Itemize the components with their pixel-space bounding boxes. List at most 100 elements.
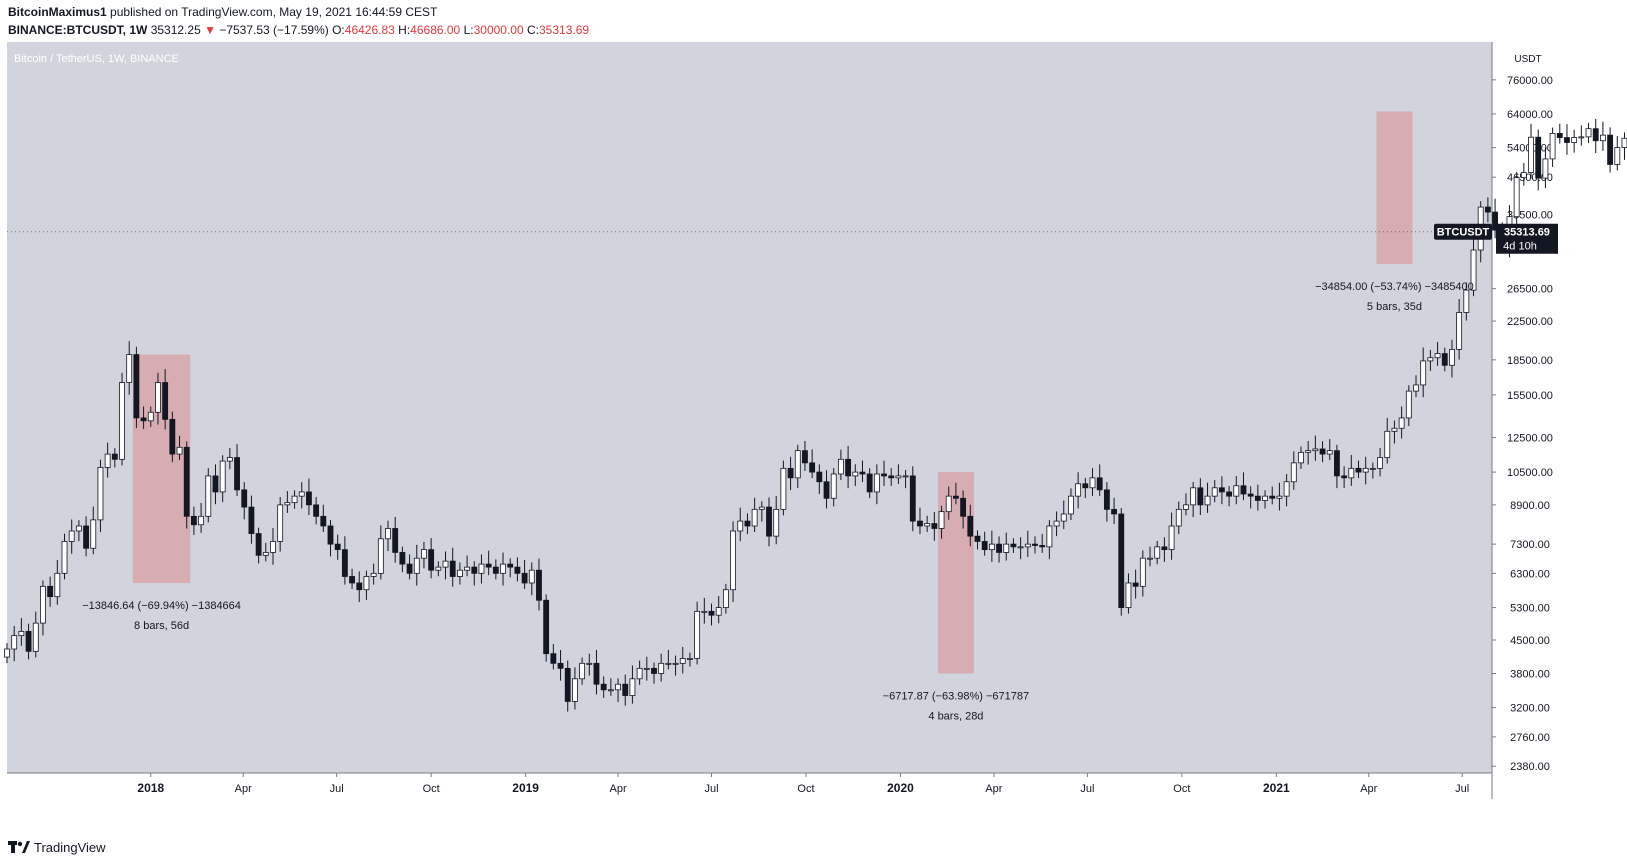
candle-body[interactable] [945, 495, 952, 513]
candle-body[interactable] [917, 520, 923, 527]
candle-body[interactable] [255, 533, 262, 556]
candle-body[interactable] [385, 528, 391, 540]
candle-body[interactable] [1161, 546, 1168, 551]
candle-body[interactable] [1197, 487, 1204, 506]
candle-body[interactable] [1326, 450, 1333, 455]
candle-body[interactable] [1470, 249, 1477, 291]
candle-body[interactable] [1003, 543, 1010, 553]
candle-body[interactable] [40, 585, 46, 624]
candle-body[interactable] [169, 418, 176, 455]
candle-body[interactable] [600, 683, 607, 691]
candle-body[interactable] [406, 563, 413, 574]
candle-body[interactable] [514, 566, 521, 574]
drawdown-range-box[interactable] [132, 354, 191, 583]
candle-body[interactable] [1463, 289, 1470, 313]
candle-body[interactable] [837, 458, 844, 475]
candle-body[interactable] [751, 508, 758, 527]
candle-body[interactable] [1053, 520, 1060, 527]
candle-body[interactable] [32, 622, 39, 652]
candle-body[interactable] [636, 667, 643, 680]
candle-body[interactable] [421, 549, 427, 559]
candle-body[interactable] [104, 453, 111, 468]
candle-body[interactable] [1305, 450, 1312, 453]
candle-body[interactable] [68, 530, 75, 542]
candle-body[interactable] [119, 382, 125, 460]
candle-body[interactable] [327, 525, 334, 545]
candle-body[interactable] [1254, 495, 1261, 501]
candle-body[interactable] [334, 543, 341, 551]
candle-body[interactable] [1341, 475, 1348, 479]
candle-body[interactable] [313, 504, 320, 517]
candle-body[interactable] [1348, 467, 1355, 479]
candle-body[interactable] [1384, 430, 1391, 458]
candle-body[interactable] [1290, 462, 1297, 483]
candle-body[interactable] [794, 450, 801, 479]
candle-body[interactable] [651, 667, 657, 674]
candle-body[interactable] [607, 689, 614, 692]
candle-body[interactable] [586, 662, 593, 665]
candle-body[interactable] [1592, 128, 1599, 142]
candle-body[interactable] [212, 475, 219, 493]
candle-body[interactable] [1269, 495, 1276, 499]
candle-body[interactable] [895, 475, 902, 479]
candle-body[interactable] [687, 658, 693, 660]
candle-body[interactable] [643, 667, 650, 670]
candle-body[interactable] [1204, 495, 1211, 506]
candle-body[interactable] [1355, 467, 1362, 473]
candle-body[interactable] [284, 502, 291, 506]
candle-body[interactable] [507, 563, 514, 568]
candle-body[interactable] [1607, 134, 1614, 165]
candle-body[interactable] [492, 566, 499, 574]
candle-body[interactable] [859, 471, 866, 475]
candle-body[interactable] [701, 610, 708, 613]
candle-body[interactable] [1283, 481, 1290, 497]
candle-body[interactable] [1125, 582, 1132, 608]
candle-body[interactable] [435, 566, 442, 571]
candle-body[interactable] [1614, 147, 1621, 165]
drawdown-range-box[interactable] [937, 472, 974, 674]
candle-body[interactable] [758, 506, 765, 510]
candle-body[interactable] [1276, 495, 1283, 499]
candle-body[interactable] [866, 473, 873, 493]
candle-body[interactable] [1118, 513, 1125, 608]
candle-body[interactable] [593, 662, 600, 685]
candle-body[interactable] [11, 635, 18, 650]
candle-body[interactable] [449, 560, 456, 577]
candle-body[interactable] [320, 515, 327, 527]
candle-body[interactable] [1183, 504, 1189, 510]
candle-body[interactable] [1556, 133, 1563, 138]
candle-body[interactable] [111, 453, 118, 460]
candle-body[interactable] [550, 653, 557, 664]
candle-body[interactable] [75, 525, 82, 532]
candle-body[interactable] [392, 528, 399, 553]
candle-body[interactable] [1111, 508, 1117, 515]
candle-body[interactable] [234, 457, 240, 491]
candle-body[interactable] [1535, 136, 1542, 179]
candle-body[interactable] [564, 667, 571, 702]
candle-body[interactable] [536, 569, 542, 601]
candle-body[interactable] [579, 662, 586, 680]
candle-body[interactable] [1528, 136, 1534, 173]
candle-body[interactable] [571, 678, 578, 702]
candle-body[interactable] [1190, 487, 1197, 506]
candle-body[interactable] [1017, 546, 1024, 549]
candle-body[interactable] [665, 662, 672, 665]
candle-body[interactable] [1484, 206, 1491, 213]
candle-body[interactable] [1441, 353, 1448, 366]
candle-body[interactable] [176, 446, 183, 455]
candle-body[interactable] [270, 541, 276, 553]
candle-body[interactable] [1024, 543, 1031, 548]
candle-body[interactable] [370, 572, 377, 577]
candle-body[interactable] [981, 541, 988, 551]
candle-body[interactable] [1369, 467, 1376, 470]
candle-body[interactable] [413, 557, 420, 574]
candle-body[interactable] [1211, 487, 1218, 497]
candle-body[interactable] [802, 450, 808, 464]
candle-body[interactable] [47, 585, 54, 598]
candle-body[interactable] [1578, 136, 1585, 139]
candle-body[interactable] [1032, 543, 1038, 546]
candle-body[interactable] [722, 589, 729, 608]
candle-body[interactable] [902, 475, 909, 478]
candle-body[interactable] [1571, 137, 1578, 143]
candle-body[interactable] [1312, 448, 1319, 452]
